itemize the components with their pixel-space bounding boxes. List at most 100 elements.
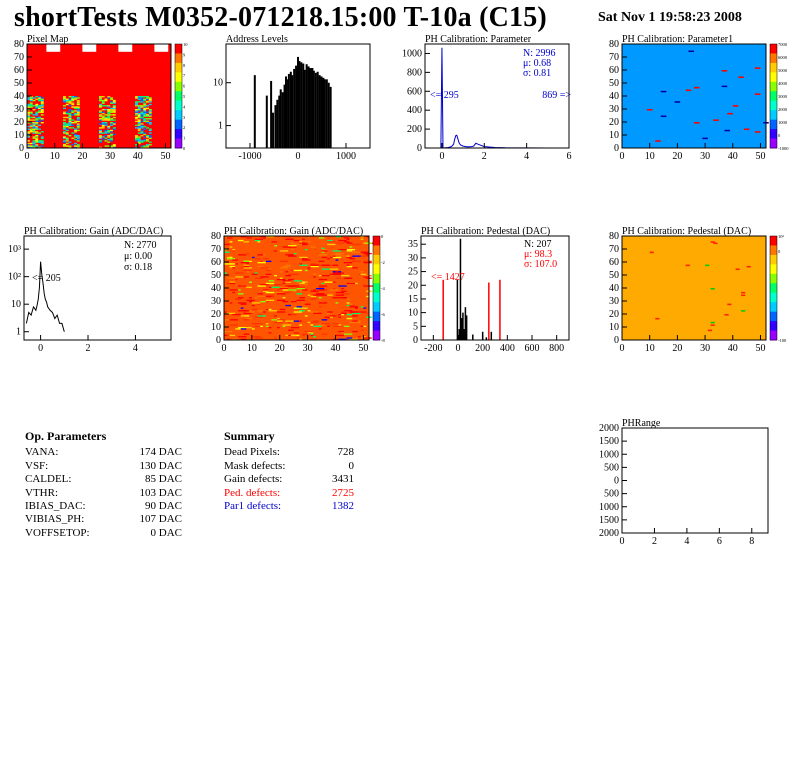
heatmap-cell [279,271,283,273]
heatmap-cell [288,321,291,324]
heatmap-cell [32,128,36,130]
heatmap-cell [137,112,141,115]
heatmap-cell [318,306,322,308]
heatmap-cell [35,138,39,141]
heatmap-cell [299,297,305,299]
y-tick-label: 80 [14,39,24,50]
heatmap-cell [112,111,116,113]
heatmap-cell [68,112,72,115]
heatmap-cell [99,129,102,132]
heatmap-cell [135,127,138,129]
heatmap-cell [140,115,144,117]
x-tick-label: 200 [475,343,490,354]
heatmap-cell [146,115,149,117]
heatmap-cell [112,99,116,102]
heatmap-cell [346,312,350,314]
heatmap-cell [112,110,116,112]
heatmap-cell [137,115,141,117]
colorbar-segment [770,330,777,341]
heatmap-cell [40,99,44,102]
heatmap-cell [363,336,367,338]
colorbar-label: 4 [183,104,186,109]
heatmap-cell [68,145,72,147]
heatmap-cell [332,256,342,259]
heatmap-cell [135,138,138,141]
heatmap-cell [366,295,369,298]
heatmap-cell [146,107,149,110]
heatmap-cell [63,107,66,110]
summary-table: Summary Dead Pixels: 728 Mask defects: 0 Gai… [224,429,364,513]
heatmap-cell [38,132,41,134]
colorbar-label: 0 [183,146,186,151]
heatmap-cell [137,129,141,132]
heatmap-cell [29,111,33,113]
heatmap-cell [246,299,255,301]
colorbar-segment [770,321,777,332]
heatmap-cell [240,236,247,238]
address-bar [329,86,332,148]
colorbar-segment [770,129,777,140]
x-tick-label: 30 [105,151,115,162]
heatmap-cell [137,127,141,129]
x-tick-label: 10 [247,343,257,354]
colorbar-label: 7000 [778,42,788,47]
overflow-annotation: 869 => [542,90,571,101]
x-tick-label: 30 [303,343,313,354]
heatmap-cell [341,275,350,277]
heatmap-cell [321,323,330,325]
heatmap-cell [99,96,102,98]
row-value: 174 DAC [139,446,182,459]
heatmap-cell [101,138,105,141]
heatmap-cell [349,338,358,340]
heatmap-cell [99,136,102,138]
heatmap-cell [299,282,305,285]
heatmap-cell [279,308,286,311]
heatmap-cell [296,281,300,283]
colorbar-segment [770,264,777,275]
heatmap-cell [332,264,339,266]
op-parameter-row: VIBIAS_PH: 107 DAC [25,513,195,526]
heatmap-cell [32,99,36,102]
heatmap-cell [237,302,247,304]
heatmap-cell [32,141,36,143]
row-value: 107 DAC [139,513,182,526]
colorbar-label: 5 [183,94,186,99]
heatmap-cell [71,99,75,102]
row-value: 85 DAC [145,473,182,486]
heatmap-cell [101,124,105,126]
heatmap-cell [74,145,77,147]
heatmap-cell [288,255,297,257]
address-bar [270,80,273,148]
heatmap-cell [338,239,347,242]
heatmap-cell [101,96,105,98]
heatmap-cell [313,325,322,327]
heatmap-cell [32,119,36,121]
colorbar-segment [373,236,380,246]
pedestal-bar [490,331,493,340]
x-tick-label: 2 [652,536,657,547]
heatmap-cell [293,252,297,255]
heatmap-cell [99,146,102,149]
heatmap-cell [710,321,715,324]
heatmap-cell [148,114,152,116]
heatmap-cell [40,140,44,142]
heatmap-cell [140,129,144,132]
heatmap-cell [110,111,113,113]
heatmap-cell [27,131,30,133]
heatmap-cell [140,96,144,98]
heatmap-cell [296,337,300,339]
y-tick-label: 30 [609,104,619,115]
heatmap-cell [107,118,111,120]
heatmap-cell [257,262,266,264]
y-tick-label: 40 [211,283,221,294]
heatmap-cell [276,320,283,322]
x-tick-label: 30 [700,151,710,162]
heatmap-cell [293,332,300,334]
heatmap-cell [713,119,719,121]
heatmap-cell [32,97,36,99]
x-tick-label: 10 [645,343,655,354]
heatmap-cell [38,97,41,99]
heatmap-cell [293,273,300,275]
heatmap-cell [727,112,733,115]
heatmap-cell [237,336,247,338]
